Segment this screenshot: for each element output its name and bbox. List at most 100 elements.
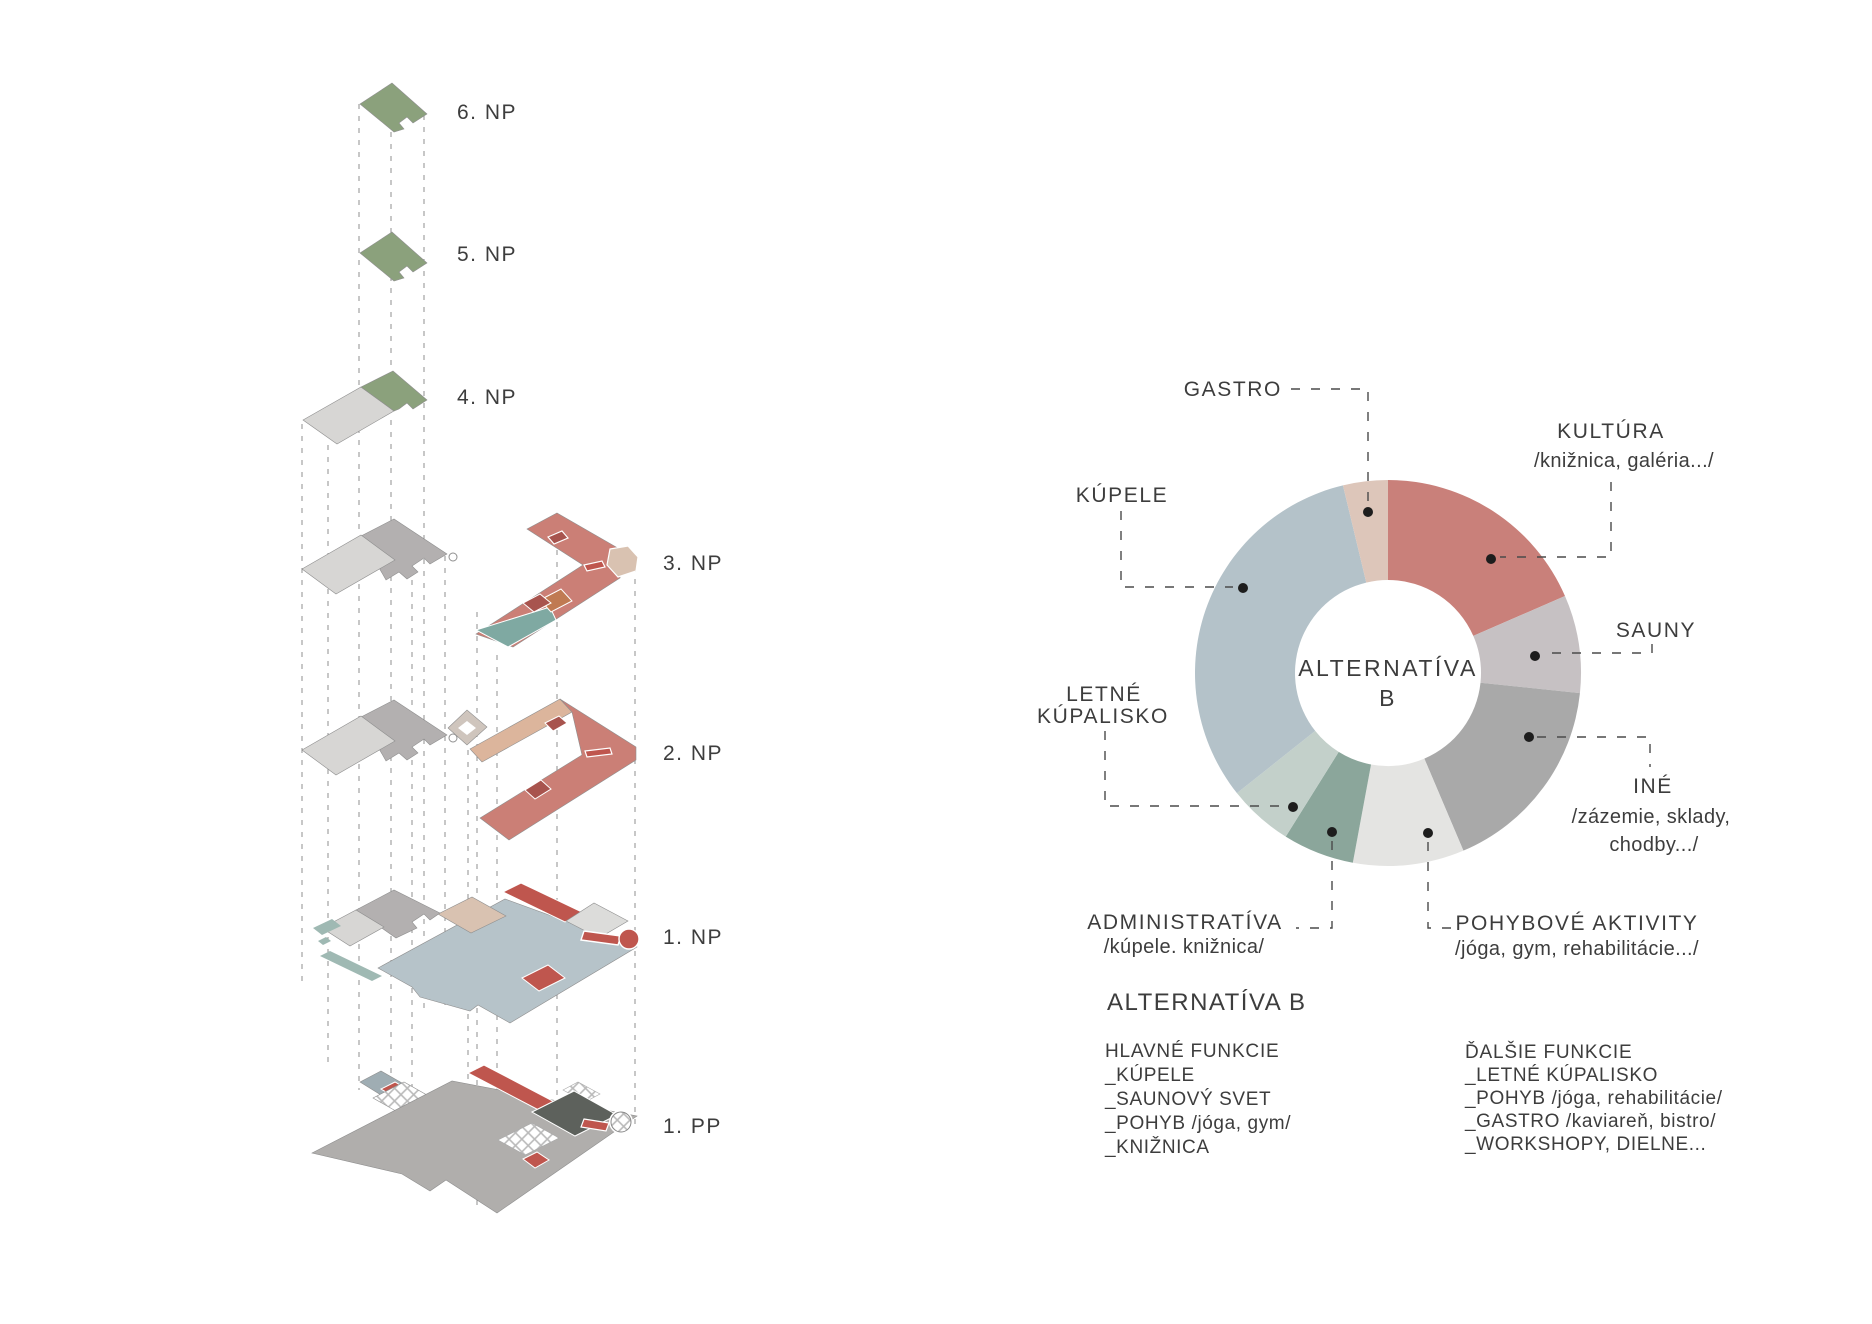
legend-item: _POHYB /jóga, gym/ xyxy=(1104,1113,1291,1134)
terrace-teal xyxy=(318,937,331,945)
leader-line xyxy=(1500,482,1612,558)
floor-2np: 2. NP xyxy=(301,698,723,841)
legend-item: _SAUNOVÝ SVET xyxy=(1104,1089,1271,1110)
callout-label: SAUNY xyxy=(1616,619,1696,642)
callout-sublabel: /jóga, gym, rehabilitácie.../ xyxy=(1455,938,1699,960)
donut-segment-letné-kúpalisko xyxy=(1236,730,1339,837)
callout-label: INÉ xyxy=(1633,775,1673,798)
callout-sublabel: /zázemie, sklady, xyxy=(1572,806,1731,828)
leader-dot xyxy=(1530,651,1540,661)
callout-label: LETNÉ xyxy=(1066,683,1142,706)
exploded-axonometric-diagram: 6. NP 5. NP 4. NP 3. NP xyxy=(301,82,723,1214)
leader-dot xyxy=(1363,507,1373,517)
chart-callouts: GASTRO KULTÚRA /knižnica, galéria.../ SA… xyxy=(1037,378,1730,960)
legend-heading: ALTERNATÍVA B xyxy=(1107,989,1307,1016)
callout-label: POHYBOVÉ AKTIVITY xyxy=(1455,912,1698,935)
room-dark-red xyxy=(522,593,552,613)
room-red-slit xyxy=(547,530,569,545)
callout-label: KÚPALISKO xyxy=(1037,705,1169,728)
donut-chart: ALTERNATÍVA B xyxy=(1194,480,1581,867)
legend-item: _LETNÉ KÚPALISKO xyxy=(1464,1064,1658,1086)
floor-plate-light xyxy=(321,909,385,947)
room-red-slit xyxy=(583,560,606,572)
floor-label-1np: 1. NP xyxy=(663,926,723,949)
donut-segment-gastro xyxy=(1342,480,1388,583)
room-red-slit xyxy=(584,747,613,758)
floor-plate-gray-comb xyxy=(355,889,441,939)
guide-lines xyxy=(301,104,636,1205)
room-orange xyxy=(539,588,573,613)
floor-plate-green xyxy=(359,82,428,133)
donut-segments xyxy=(1194,480,1581,867)
floor-3np: 3. NP xyxy=(301,512,723,648)
floor-5np: 5. NP xyxy=(359,231,517,282)
room-red xyxy=(522,1151,550,1169)
chart-center-label-line2: B xyxy=(1379,685,1397,711)
donut-segment-kultúra xyxy=(1388,480,1565,636)
terrace-teal-sliver xyxy=(320,951,382,981)
leader-dot xyxy=(1238,583,1248,593)
callout-label: GASTRO xyxy=(1184,378,1282,401)
room-red xyxy=(521,964,566,992)
leader-dot xyxy=(1524,732,1534,742)
leader-line xyxy=(1544,644,1653,654)
stair-core-circle xyxy=(448,552,458,562)
leader-line xyxy=(1296,841,1333,929)
chart-center-label-line1: ALTERNATÍVA xyxy=(1298,655,1478,681)
legend-item: _POHYB /jóga, rehabilitácie/ xyxy=(1464,1088,1723,1109)
donut-segment-iné xyxy=(1424,682,1580,851)
stair-core-circle xyxy=(448,733,458,743)
callout-label: ADMINISTRATÍVA xyxy=(1087,911,1282,934)
pool-key-shaft xyxy=(580,930,622,946)
callout-sublabel: chodby.../ xyxy=(1609,834,1698,856)
callout-kultura: KULTÚRA /knižnica, galéria.../ xyxy=(1486,420,1714,564)
room-beige-hexagon xyxy=(606,545,639,578)
legend-column-main-functions: HLAVNÉ FUNKCIE _KÚPELE _SAUNOVÝ SVET _PO… xyxy=(1104,1041,1291,1158)
callout-gastro: GASTRO xyxy=(1184,378,1373,517)
floor-label-1pp: 1. PP xyxy=(663,1115,722,1138)
floor-1np: 1. NP xyxy=(313,882,723,1024)
callout-label: KULTÚRA xyxy=(1557,420,1665,443)
floor-label-4np: 4. NP xyxy=(457,386,517,409)
floor-label-2np: 2. NP xyxy=(663,742,723,765)
callout-letne-kupalisko: LETNÉ KÚPALISKO xyxy=(1037,683,1298,812)
callout-sublabel: /knižnica, galéria.../ xyxy=(1534,450,1714,472)
floor-label-6np: 6. NP xyxy=(457,101,517,124)
legend-item: _WORKSHOPY, DIELNE... xyxy=(1464,1134,1706,1155)
floor-plate-green xyxy=(360,370,428,412)
floor-1pp: 1. PP xyxy=(311,1064,722,1214)
room-dark-red xyxy=(524,779,552,800)
leader-dot xyxy=(1288,802,1298,812)
floor-4np: 4. NP xyxy=(302,370,517,445)
legend-block: ALTERNATÍVA B HLAVNÉ FUNKCIE _KÚPELE _SA… xyxy=(1104,989,1723,1158)
leader-dot xyxy=(1423,828,1433,838)
terrace-teal xyxy=(313,919,341,935)
callout-pohybove-aktivity: POHYBOVÉ AKTIVITY /jóga, gym, rehabilitá… xyxy=(1423,828,1699,960)
room-red-slit xyxy=(580,1118,610,1132)
legend-item: _KÚPELE xyxy=(1104,1064,1195,1086)
callout-administrativa: ADMINISTRATÍVA /kúpele. knižnica/ xyxy=(1087,827,1337,958)
floor-label-3np: 3. NP xyxy=(663,552,723,575)
legend-column-title: HLAVNÉ FUNKCIE xyxy=(1105,1041,1280,1062)
atrium-ring-hole xyxy=(458,721,476,735)
donut-segment-sauny xyxy=(1473,596,1581,694)
callout-sublabel: /kúpele. knižnica/ xyxy=(1104,936,1265,958)
room-teal xyxy=(474,606,557,648)
callout-label: KÚPELE xyxy=(1076,484,1168,507)
floor-plate-light xyxy=(301,534,396,595)
room-dark-red xyxy=(544,715,568,732)
legend-item: _KNIŽNICA xyxy=(1104,1136,1210,1158)
floor-plate-light xyxy=(301,715,396,776)
floor-plate-blue-gray xyxy=(377,898,638,1024)
floor-plate-green xyxy=(359,231,428,282)
legend-item: _GASTRO /kaviareň, bistro/ xyxy=(1464,1111,1716,1132)
floor-label-5np: 5. NP xyxy=(457,243,517,266)
callout-sauny: SAUNY xyxy=(1530,619,1696,661)
pool-key-head xyxy=(618,928,640,950)
hatched-room xyxy=(497,1122,560,1156)
legend-column-title: ĎALŠIE FUNKCIE xyxy=(1465,1041,1632,1063)
leader-line xyxy=(1427,842,1462,929)
donut-segment-kúpele xyxy=(1194,485,1367,794)
donut-segment-pohybové-aktivity xyxy=(1352,758,1464,867)
